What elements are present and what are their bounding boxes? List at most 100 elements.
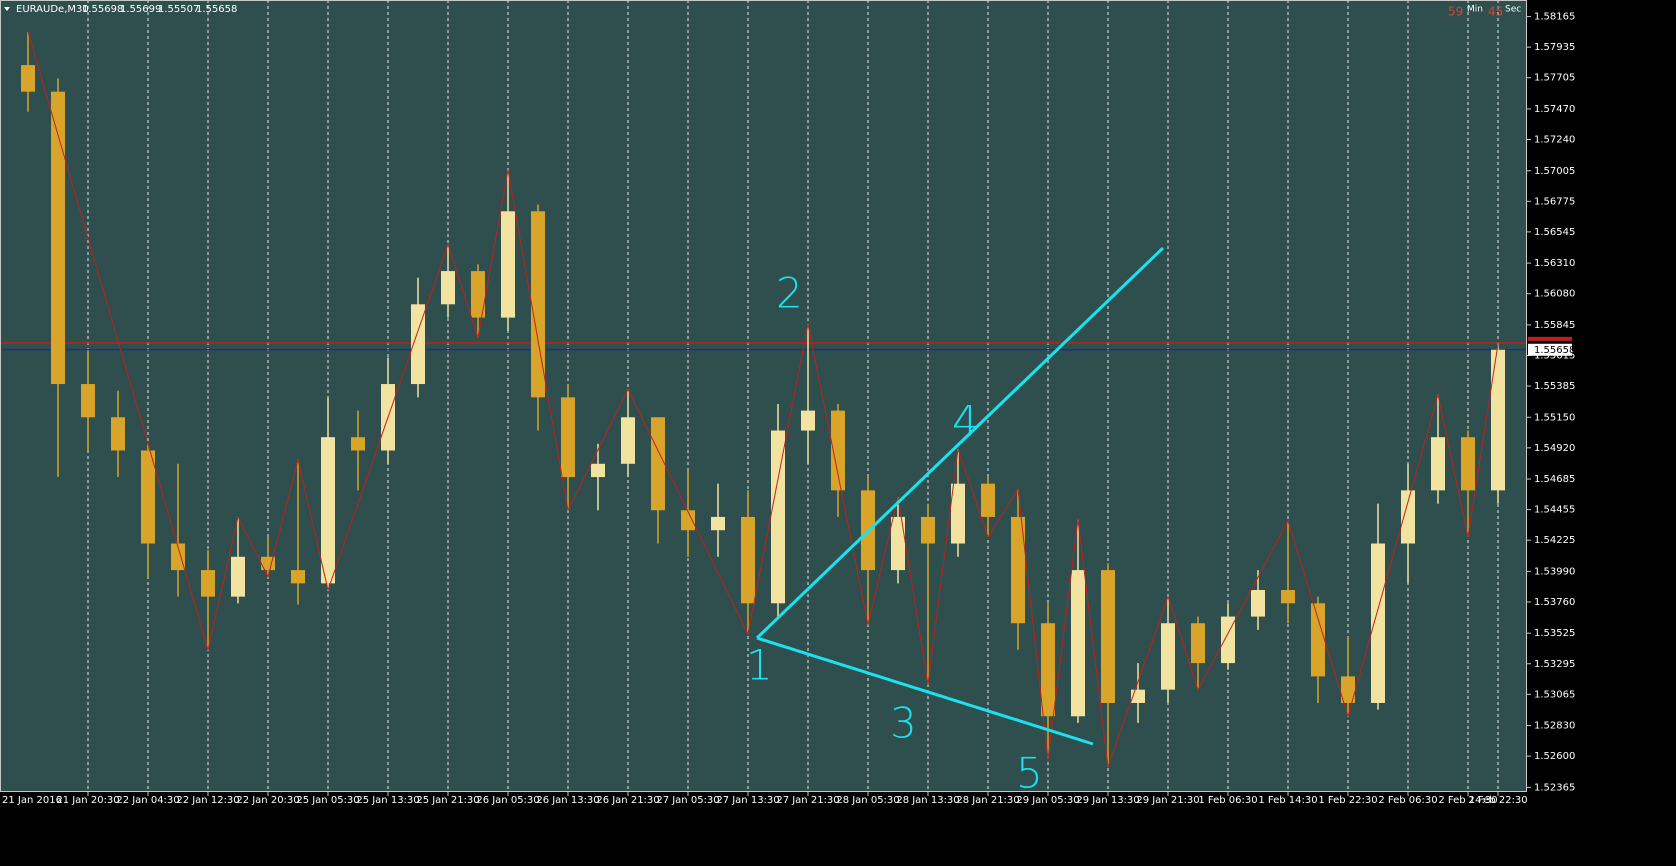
zigzag-segment [1167, 596, 1199, 690]
candle-body [561, 397, 575, 478]
candle-body [471, 271, 485, 318]
y-tick-label: 1.58165 [1534, 12, 1575, 23]
trend-line [755, 246, 1165, 640]
candle-body [1101, 570, 1115, 703]
y-tick-label: 1.55615 [1534, 350, 1575, 361]
zigzag-segment [567, 389, 629, 511]
annotation: 3 [890, 699, 917, 748]
zigzag-segment [1047, 519, 1079, 759]
y-tick-label: 1.54685 [1534, 474, 1575, 485]
x-tick-label: 1 Feb 06:30 [1198, 795, 1257, 806]
zigzag-segment [1107, 596, 1169, 767]
zigzag-segment [1467, 344, 1499, 537]
zigzag-segment [1077, 519, 1109, 767]
candle-body [681, 510, 695, 531]
y-tick-label: 1.53065 [1534, 689, 1575, 700]
bid-price-label: 1.55658 [1534, 345, 1575, 356]
zigzag-segment [207, 516, 239, 650]
ohlc-value: 1.55507 [158, 4, 199, 15]
zigzag-segment [987, 488, 1019, 538]
annotation: 5 [1016, 749, 1043, 798]
candle-body [801, 410, 815, 431]
plot-area [0, 0, 1527, 792]
x-tick-label: 2 Feb 06:30 [1378, 795, 1437, 806]
zigzag-segment [1197, 520, 1289, 690]
candle-body [921, 516, 935, 544]
x-tick-label: 29 Jan 13:30 [1076, 795, 1139, 806]
candle-body [1041, 623, 1055, 717]
annotation: 4 [952, 397, 979, 446]
candle-body [51, 91, 65, 385]
y-tick-label: 1.57005 [1534, 166, 1575, 177]
timer-sec-label: Sec [1505, 5, 1521, 15]
y-tick-label: 1.52600 [1534, 751, 1575, 762]
zigzag-segment [927, 449, 959, 685]
candle-body [741, 516, 755, 604]
candle-body [171, 543, 185, 571]
zigzag-segment [897, 496, 929, 685]
candle-body [351, 437, 365, 451]
x-tick-label: 22 Jan 04:30 [116, 795, 179, 806]
candle-body [1461, 437, 1475, 491]
candle-body [711, 516, 725, 531]
y-tick-label: 1.55150 [1534, 412, 1575, 423]
y-tick-label: 1.56080 [1534, 289, 1575, 300]
candle-body [771, 430, 785, 604]
candle-body [621, 417, 635, 464]
candle-body [1311, 603, 1325, 677]
x-tick-label: 2 Feb 14:30 [1438, 795, 1497, 806]
candle-body [291, 570, 305, 584]
x-tick-label: 28 Jan 13:30 [896, 795, 959, 806]
candle-body [1221, 616, 1235, 664]
x-tick-label: 29 Jan 05:30 [1016, 795, 1079, 806]
candle-body [231, 556, 245, 597]
candle-body [1071, 570, 1085, 717]
trend-line [756, 636, 1094, 746]
x-tick-label: 1 Feb 22:30 [1318, 795, 1377, 806]
y-tick-label: 1.57935 [1534, 42, 1575, 53]
x-tick-label: 27 Jan 13:30 [716, 795, 779, 806]
candle-body [531, 211, 545, 398]
plot-border [0, 0, 1527, 792]
timer-min-label: Min [1467, 5, 1483, 15]
zigzag-segment [867, 496, 899, 625]
ohlc-value: 1.55699 [120, 4, 161, 15]
x-tick-label: 29 Jan 21:30 [1136, 795, 1199, 806]
candle-body [201, 570, 215, 597]
zigzag-segment [477, 170, 509, 338]
y-tick-label: 1.57705 [1534, 73, 1575, 84]
y-tick-label: 1.53525 [1534, 628, 1575, 639]
y-tick-label: 1.57240 [1534, 135, 1575, 146]
y-tick-label: 1.52830 [1534, 721, 1575, 732]
candle-body [1401, 490, 1415, 544]
candle-body [1251, 590, 1265, 617]
candle-body [441, 271, 455, 305]
candle-body [81, 384, 95, 418]
symbol: EURAUDe,M30 [16, 4, 89, 15]
x-tick-label: 27 Jan 05:30 [656, 795, 719, 806]
candle-body [1191, 623, 1205, 664]
candle-body [141, 450, 155, 544]
y-tick-label: 1.55385 [1534, 381, 1575, 392]
zigzag-segment [1347, 394, 1439, 717]
x-tick-label: 21 Jan 2016 [2, 795, 62, 806]
zigzag-segment [1017, 488, 1049, 759]
x-tick-label: 25 Jan 21:30 [416, 795, 479, 806]
candle-body [1161, 623, 1175, 690]
candle-body [1371, 543, 1385, 703]
x-tick-label: 26 Jan 13:30 [536, 795, 599, 806]
y-tick-label: 1.53760 [1534, 597, 1575, 608]
zigzag-segment [267, 459, 299, 577]
bid-price-box [1528, 343, 1572, 356]
y-tick-label: 1.56775 [1534, 196, 1575, 207]
x-tick-label: 28 Jan 21:30 [956, 795, 1019, 806]
candle-body [1281, 590, 1295, 604]
zigzag-segment [27, 31, 209, 650]
x-tick-label: 25 Jan 13:30 [356, 795, 419, 806]
x-tick-label: 22 Jan 20:30 [236, 795, 299, 806]
menu-arrow[interactable] [4, 7, 10, 11]
x-tick-label: 28 Jan 05:30 [836, 795, 899, 806]
